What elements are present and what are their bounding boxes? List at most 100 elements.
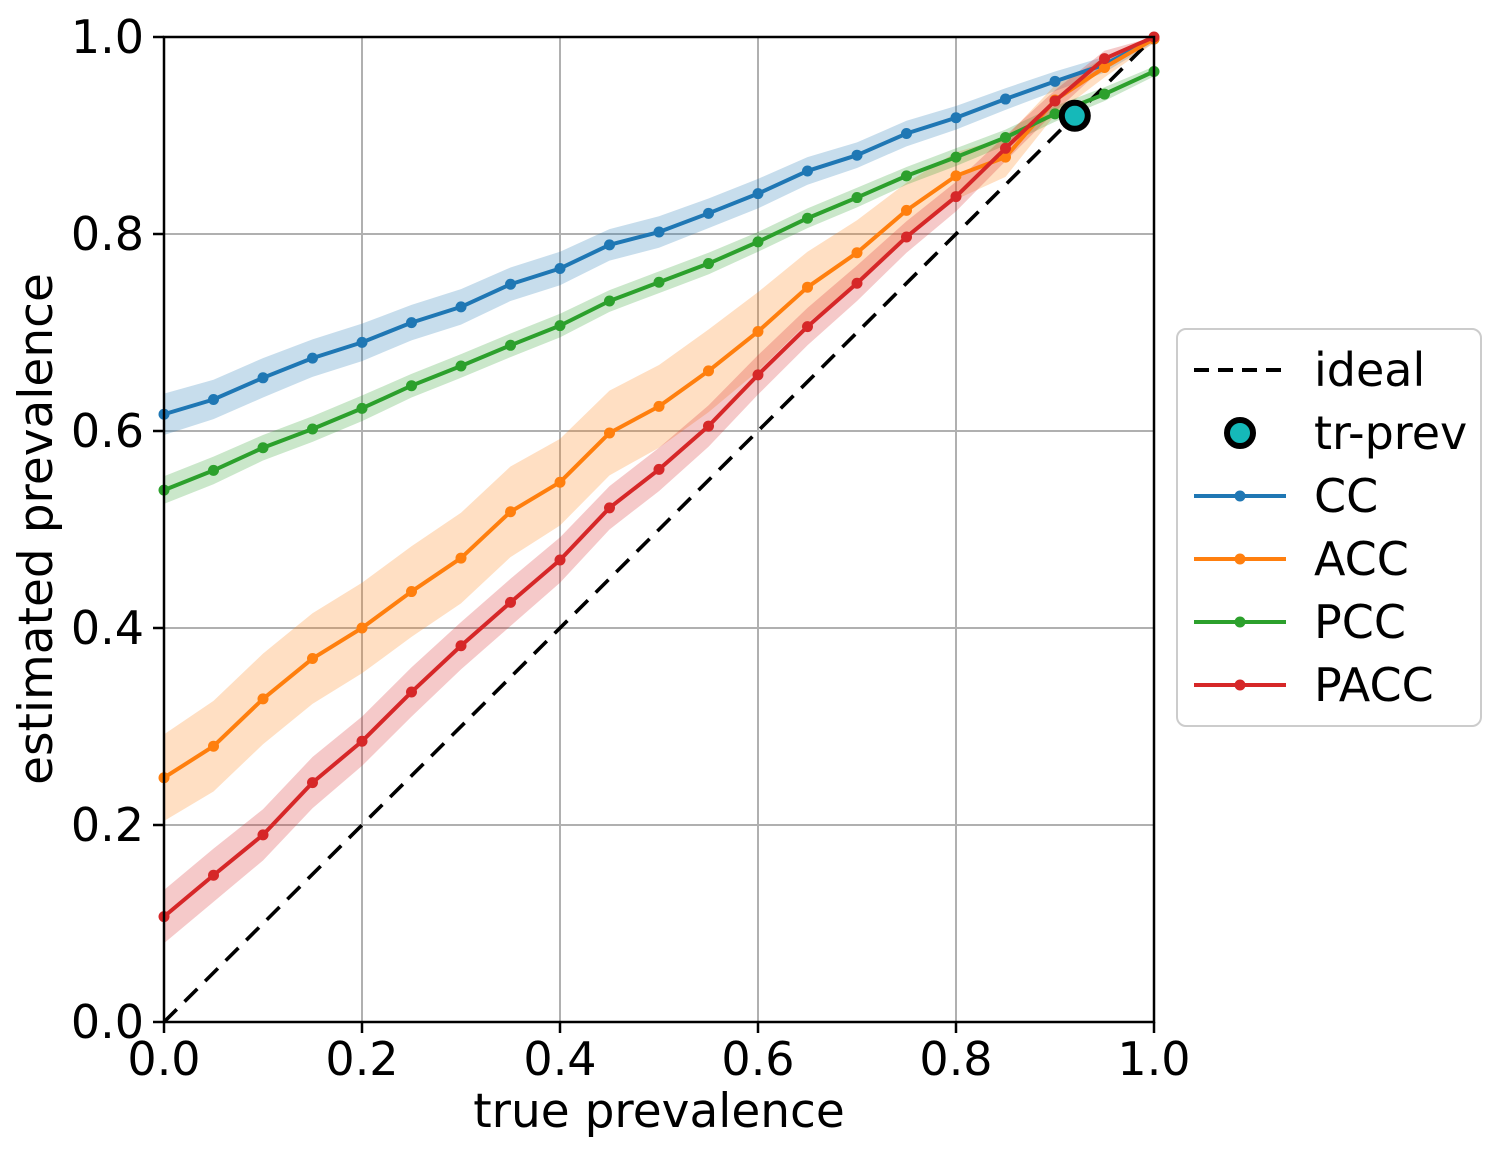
marker-ACC [1000, 151, 1011, 163]
x-axis-label: true prevalence [473, 1084, 845, 1139]
marker-PCC [653, 276, 665, 288]
marker-ACC [653, 400, 665, 412]
marker-CC [950, 112, 962, 124]
y-tick-label: 0.2 [71, 798, 144, 852]
marker-PACC [802, 321, 813, 333]
marker-CC [554, 262, 566, 274]
marker-PACC [901, 231, 912, 243]
marker-CC [307, 352, 318, 364]
legend-item-ACC: ACC [1192, 536, 1480, 582]
circle-marker-icon [1224, 416, 1256, 449]
marker-PACC [1099, 53, 1110, 65]
marker-PCC [307, 423, 318, 435]
marker-ACC [802, 281, 813, 293]
x-tick-label: 0.2 [325, 1032, 398, 1086]
dot-marker-icon [1234, 490, 1246, 502]
confidence-bands [164, 37, 1154, 944]
marker-CC [1049, 75, 1061, 87]
tr-prev-glyph-icon [1224, 416, 1256, 449]
marker-ACC [356, 622, 368, 634]
marker-PACC [455, 640, 467, 652]
marker-ACC [901, 204, 912, 216]
x-tick-label: 0.8 [919, 1032, 992, 1086]
marker-CC [406, 317, 417, 329]
y-tick-label: 0.6 [71, 404, 144, 458]
series-line-glyph-icon [1194, 553, 1286, 565]
series-line-glyph-icon [1194, 616, 1286, 628]
legend-item-PCC: PCC [1192, 599, 1480, 645]
marker-PACC [554, 554, 566, 566]
marker-PACC [653, 463, 665, 475]
marker-PCC [455, 360, 467, 372]
marker-PCC [752, 236, 764, 248]
series-PACC [158, 31, 1160, 923]
marker-CC [604, 239, 615, 251]
x-tick-label: 0.0 [127, 1032, 200, 1086]
marker-ACC [505, 506, 516, 518]
marker-PCC [406, 380, 417, 392]
marker-PACC [257, 829, 269, 841]
tr-prev-point [1058, 99, 1091, 132]
marker-ACC [554, 476, 566, 488]
legend-label: ideal [1314, 342, 1426, 397]
marker-CC [208, 393, 219, 405]
marker-CC [356, 336, 368, 348]
marker-PCC [604, 295, 615, 307]
marker-PACC [752, 369, 764, 381]
marker-PACC [307, 777, 318, 789]
dot-marker-icon [1234, 553, 1246, 565]
series-line-glyph-icon [1194, 679, 1286, 691]
legend-label: PACC [1314, 658, 1434, 713]
marker-ACC [406, 586, 417, 598]
marker-CC [901, 128, 912, 140]
marker-PCC [1049, 108, 1061, 120]
legend-label: CC [1314, 468, 1379, 523]
marker-CC [455, 301, 467, 313]
marker-PACC [1000, 142, 1011, 154]
marker-PACC [604, 502, 615, 514]
legend-item-ideal: ideal [1192, 347, 1480, 393]
y-tick-label: 0.8 [71, 207, 144, 261]
marker-PACC [406, 686, 417, 698]
marker-CC [505, 278, 516, 290]
marker-PCC [356, 402, 368, 414]
marker-PCC [554, 320, 566, 332]
series-line-glyph-icon [1194, 490, 1286, 502]
band-PACC [164, 37, 1154, 944]
marker-CC [752, 188, 764, 200]
marker-ACC [208, 740, 219, 752]
marker-PCC [802, 212, 813, 224]
marker-PCC [901, 170, 912, 182]
marker-PACC [356, 735, 368, 747]
legend-label: ACC [1314, 532, 1409, 587]
legend: ideal tr-prev CC ACC PCC PACC [1176, 328, 1482, 727]
y-tick-label: 0.4 [71, 601, 144, 655]
marker-PACC [851, 277, 863, 289]
ideal-line-glyph-icon [1194, 367, 1286, 372]
marker-PCC [851, 192, 863, 204]
marker-PCC [208, 464, 219, 476]
x-tick-label: 0.4 [523, 1032, 596, 1086]
y-tick-label: 0.0 [71, 995, 144, 1049]
marker-PCC [950, 151, 962, 163]
marker-CC [703, 207, 714, 219]
marker-ACC [307, 653, 318, 665]
ideal-diagonal-line [162, 35, 1156, 1024]
legend-item-PACC: PACC [1192, 662, 1480, 708]
marker-PACC [703, 420, 714, 432]
marker-ACC [703, 365, 714, 377]
marker-PCC [505, 339, 516, 351]
marker-ACC [257, 693, 269, 705]
marker-ACC [455, 552, 467, 564]
marker-ACC [950, 170, 962, 182]
x-tick-label: 1.0 [1117, 1032, 1190, 1086]
y-axis-label: estimated prevalence [9, 273, 64, 785]
marker-ACC [851, 247, 863, 259]
marker-PACC [505, 596, 516, 608]
marker-CC [802, 165, 813, 177]
marker-ACC [752, 326, 764, 338]
marker-CC [851, 149, 863, 161]
marker-ACC [604, 427, 615, 439]
